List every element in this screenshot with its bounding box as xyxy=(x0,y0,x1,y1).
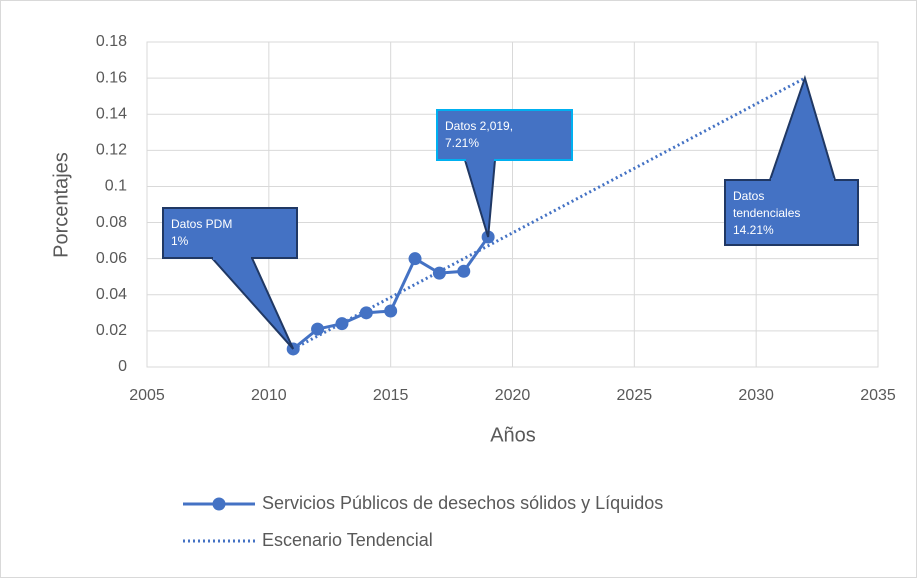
legend-marker xyxy=(212,497,226,511)
point xyxy=(408,252,422,266)
x-tick-label: 2020 xyxy=(495,387,531,404)
callout-join xyxy=(213,256,251,260)
legend-label: Servicios Públicos de desechos sólidos y… xyxy=(262,493,663,513)
y-tick-label: 0.04 xyxy=(96,286,127,303)
point xyxy=(311,322,325,336)
series-line xyxy=(292,76,806,351)
y-tick-label: 0 xyxy=(118,358,127,375)
callout-text: Datos 2,019, xyxy=(445,119,513,133)
point xyxy=(384,304,398,318)
callout-box xyxy=(436,109,573,161)
callout-box xyxy=(162,207,298,259)
point xyxy=(335,317,349,331)
callout-box xyxy=(724,179,859,246)
y-tick-label: 0.16 xyxy=(96,69,127,86)
y-axis-title: Porcentajes xyxy=(50,152,72,258)
point xyxy=(359,306,373,320)
y-tick-label: 0.18 xyxy=(96,33,127,50)
x-axis-title: Años xyxy=(490,424,536,446)
x-tick-label: 2030 xyxy=(738,387,774,404)
x-tick-label: 2035 xyxy=(860,387,896,404)
y-tick-label: 0.08 xyxy=(96,214,127,231)
callout-text: tendenciales xyxy=(733,206,800,220)
callout-text: 1% xyxy=(171,234,189,248)
y-tick-label: 0.1 xyxy=(105,178,127,195)
callout-join xyxy=(771,178,834,182)
x-tick-label: 2005 xyxy=(129,387,165,404)
legend-label: Escenario Tendencial xyxy=(262,530,433,550)
point xyxy=(457,264,471,278)
y-tick-label: 0.12 xyxy=(96,142,127,159)
plot-border xyxy=(146,41,879,368)
x-tick-label: 2025 xyxy=(617,387,653,404)
callout-text: 7.21% xyxy=(445,136,479,150)
y-tick-label: 0.06 xyxy=(96,250,127,267)
callout-text: Datos xyxy=(733,189,764,203)
x-tick-label: 2015 xyxy=(373,387,409,404)
callout-text: Datos PDM xyxy=(171,217,232,231)
callout: Datos PDM 1% xyxy=(162,207,298,350)
y-tick-label: 0.02 xyxy=(96,322,127,339)
callout: Datos 2,019, 7.21% xyxy=(436,109,573,238)
callout: Datos tendenciales 14.21% xyxy=(724,74,859,246)
y-tick-label: 0.14 xyxy=(96,105,127,122)
callout-text: 14.21% xyxy=(733,223,774,237)
x-tick-label: 2010 xyxy=(251,387,287,404)
callout-join xyxy=(466,158,494,162)
point xyxy=(432,266,446,280)
